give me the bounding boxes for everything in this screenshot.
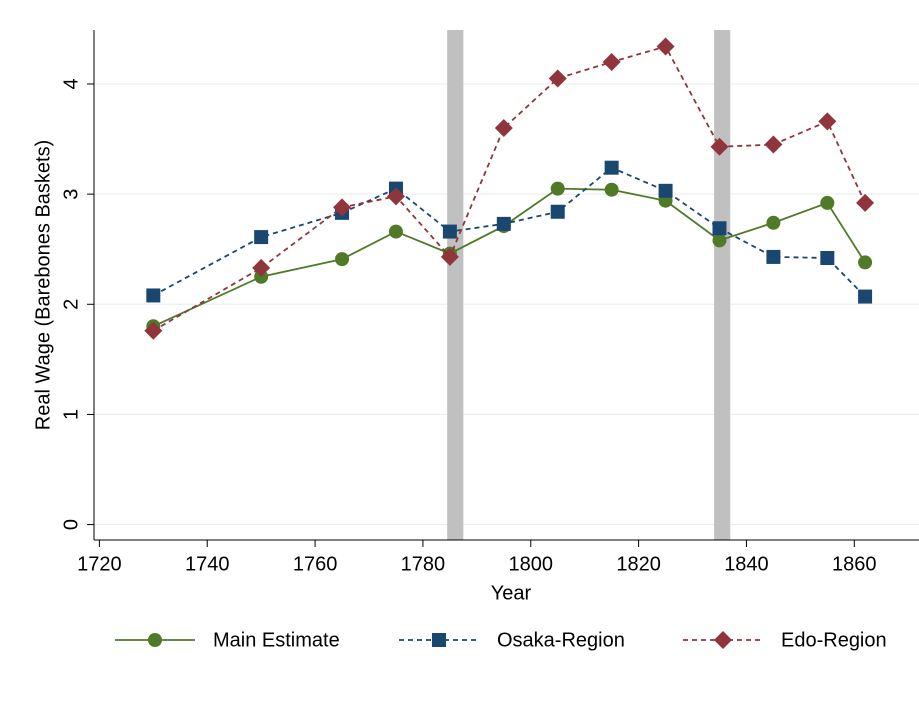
point: [550, 181, 565, 196]
y-tick-label: 2: [60, 299, 82, 310]
point: [388, 224, 403, 239]
point: [146, 288, 161, 303]
x-tick-label: 1820: [616, 553, 661, 575]
point: [820, 195, 835, 210]
point: [440, 247, 459, 266]
point: [548, 69, 567, 88]
point: [712, 221, 727, 236]
point: [604, 182, 619, 197]
x-tick-label: 1720: [77, 553, 122, 575]
legend-marker: [148, 633, 162, 647]
y-tick-label: 3: [60, 189, 82, 200]
point: [856, 193, 875, 212]
shaded-band: [447, 30, 464, 540]
y-tick-label: 0: [60, 519, 82, 530]
point: [550, 204, 565, 219]
legend-label: Edo-Region: [781, 629, 887, 651]
point: [658, 183, 673, 198]
point: [858, 255, 873, 270]
point: [494, 119, 513, 138]
point: [496, 216, 511, 231]
point: [254, 230, 269, 245]
point: [820, 251, 835, 266]
point: [712, 233, 727, 248]
y-tick-label: 1: [60, 409, 82, 420]
legend-label: Main Estimate: [213, 629, 340, 651]
point: [602, 52, 621, 71]
series-line: [152, 45, 866, 332]
point: [144, 321, 163, 340]
x-tick-label: 1860: [832, 553, 877, 575]
x-tick-label: 1760: [293, 553, 338, 575]
point: [333, 198, 352, 217]
point: [442, 224, 457, 239]
point: [604, 160, 619, 175]
y-tick-label: 4: [60, 78, 82, 89]
point: [766, 249, 781, 264]
legend-label: Osaka-Region: [497, 629, 625, 651]
point: [386, 187, 405, 206]
legend-marker: [432, 633, 446, 647]
legend-marker: [714, 631, 732, 649]
y-axis-title: Real Wage (Barebones Baskets): [32, 140, 54, 431]
shaded-band: [714, 30, 731, 540]
x-axis-title: Year: [491, 582, 532, 604]
point: [252, 258, 271, 277]
point: [858, 289, 873, 304]
point: [656, 37, 675, 56]
point: [764, 135, 783, 154]
point: [335, 252, 350, 267]
point: [766, 215, 781, 230]
x-tick-label: 1740: [185, 553, 230, 575]
point: [710, 137, 729, 156]
x-tick-label: 1780: [401, 553, 446, 575]
x-tick-label: 1840: [724, 553, 769, 575]
series-line: [152, 187, 866, 328]
point: [818, 112, 837, 131]
x-tick-label: 1800: [509, 553, 554, 575]
